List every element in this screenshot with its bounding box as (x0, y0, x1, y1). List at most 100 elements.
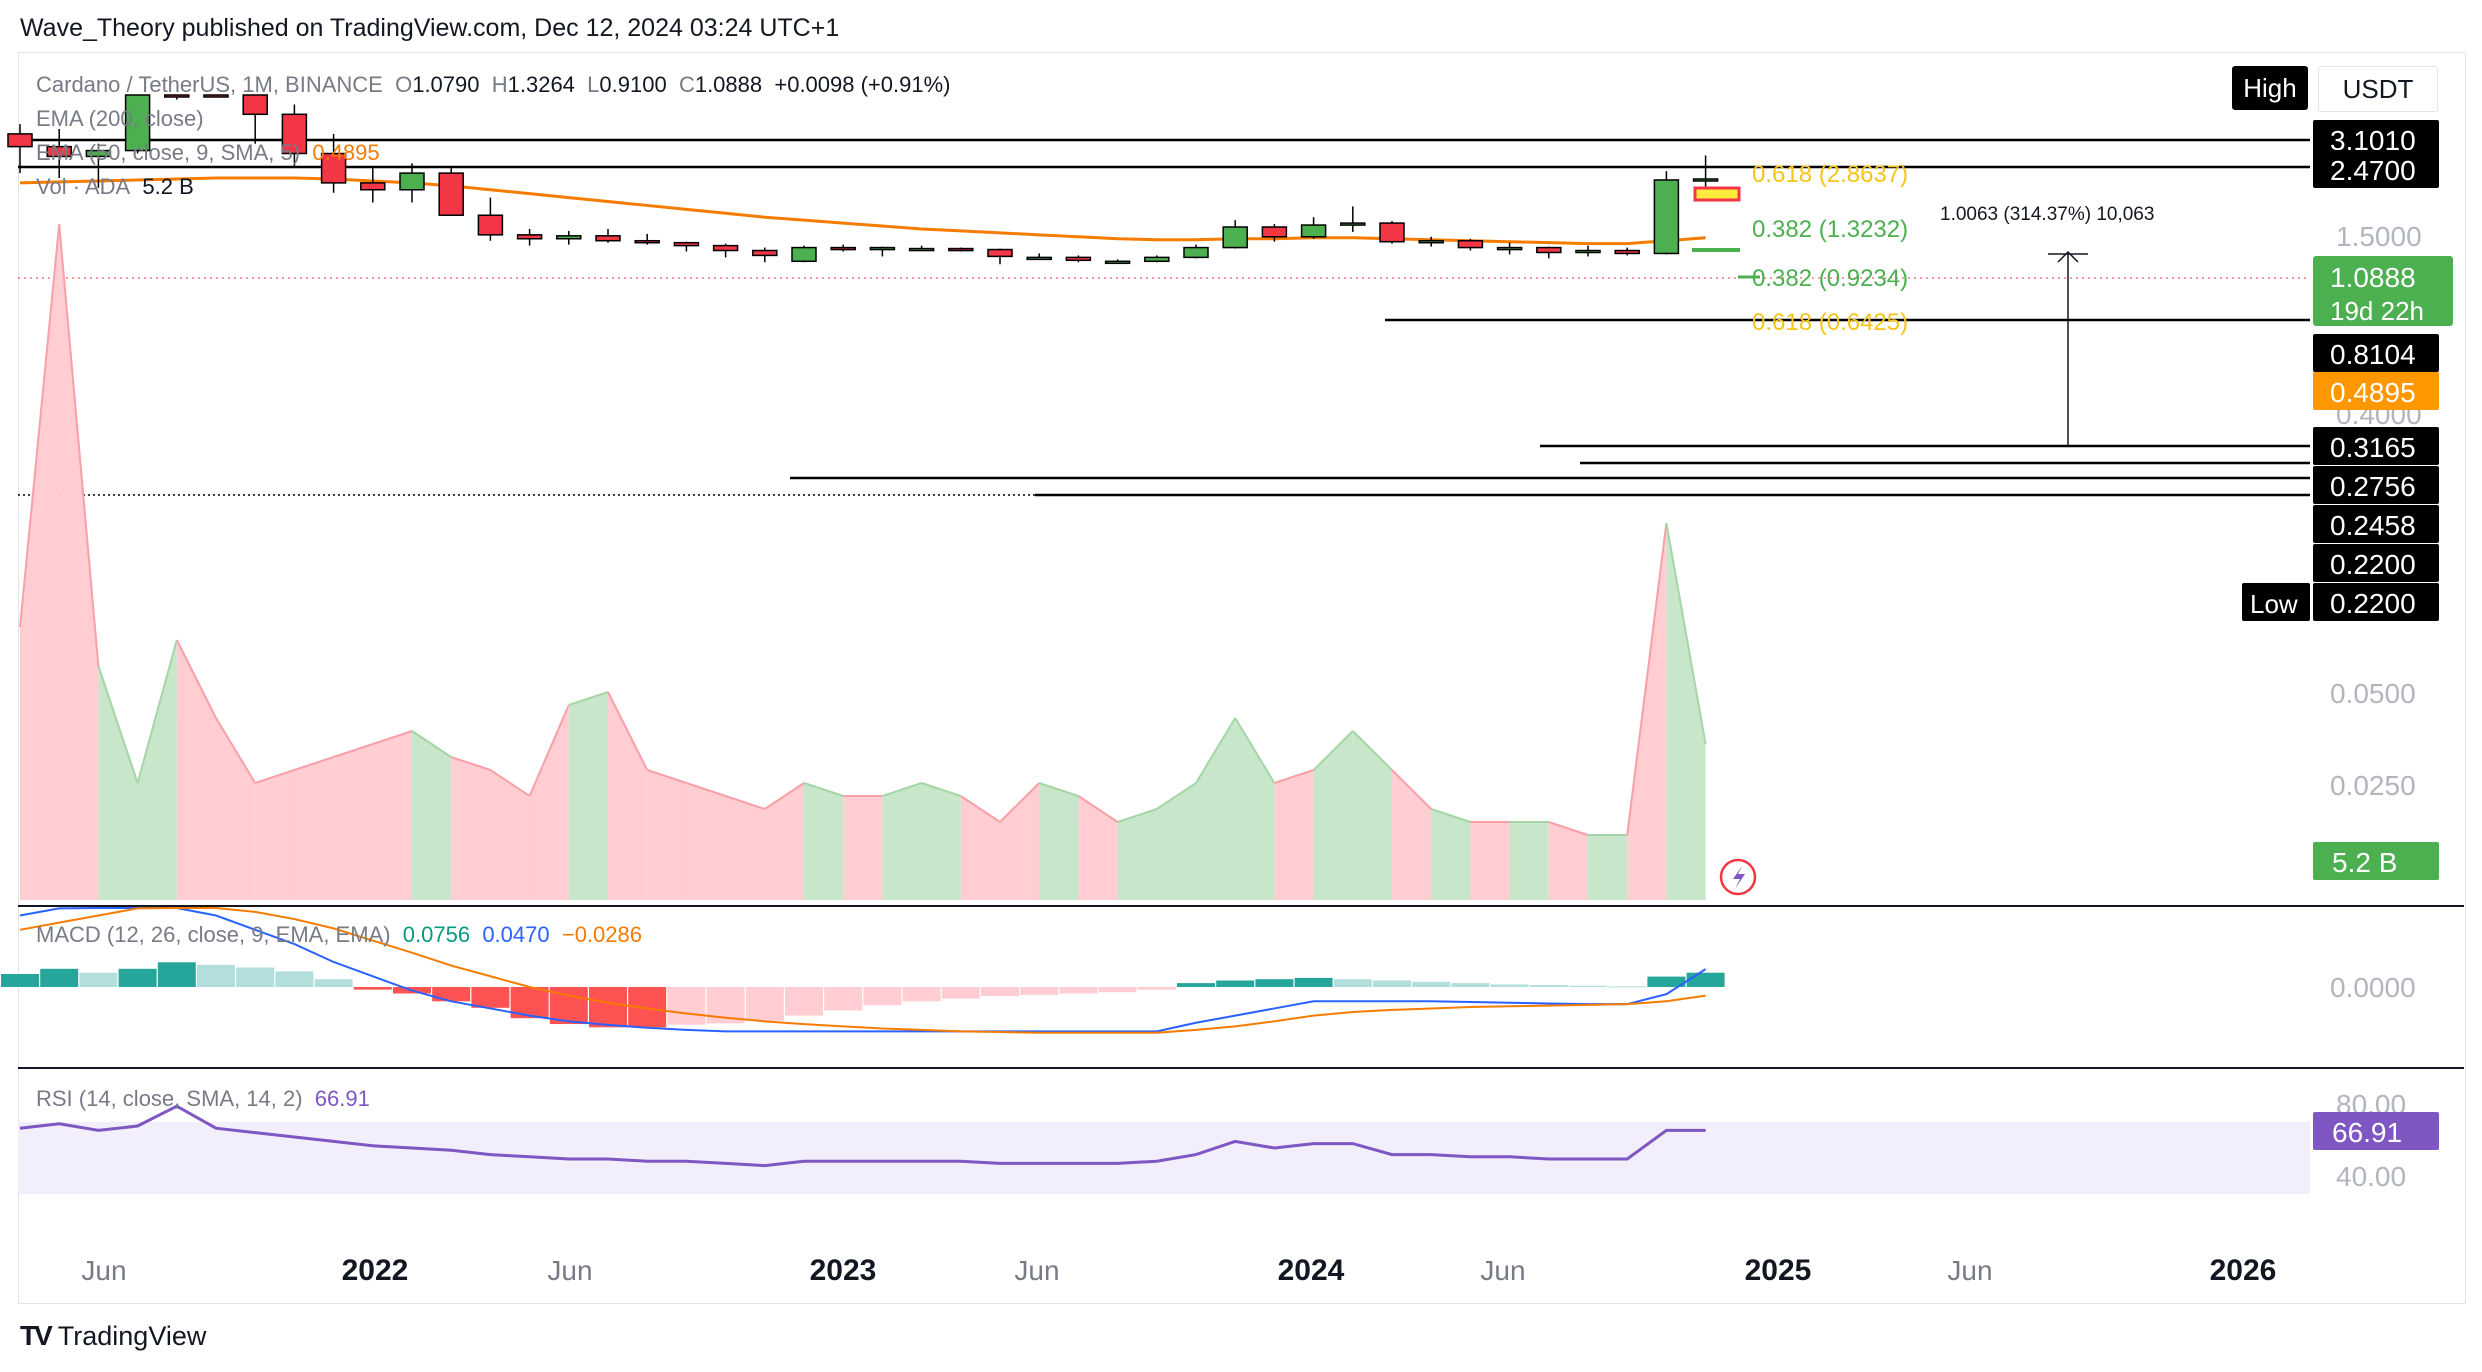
macd-histogram-bar (236, 967, 275, 987)
legend-rsi[interactable]: RSI (14, close, SMA, 14, 2) 66.91 (36, 1086, 370, 1111)
time-tick: 2024 (1278, 1254, 1345, 1287)
time-tick: 2023 (810, 1254, 877, 1287)
macd-histogram-bar (1216, 980, 1255, 987)
macd-histogram-bar (1059, 987, 1098, 994)
volume-area (1117, 809, 1157, 900)
macd-value-2: 0.0470 (482, 922, 550, 947)
volume-edge (921, 782, 962, 797)
volume-area (59, 224, 99, 900)
fib-618-marker (1693, 186, 1741, 202)
rsi-badge (2313, 1112, 2439, 1150)
volume-area (608, 692, 648, 900)
volume-area (20, 224, 60, 900)
price-badge (2313, 427, 2439, 465)
macd-histogram-bar (1294, 977, 1333, 987)
volume-edge (19, 223, 61, 628)
volume-edge (1234, 717, 1276, 784)
candle-body (634, 239, 660, 244)
candle-body (320, 152, 347, 184)
time-tick: 2025 (1745, 1254, 1812, 1287)
measure-arrow-icon (2057, 250, 2079, 263)
ema50-value: 0.4895 (312, 140, 380, 165)
macd-histogram-bar (667, 987, 706, 1025)
macd-histogram-bar (1686, 972, 1725, 987)
volume-edge (1156, 782, 1197, 810)
volume-edge (254, 769, 295, 784)
candle-body (1496, 246, 1523, 251)
volume-area (1548, 822, 1588, 900)
volume-edge (803, 782, 844, 797)
signal-line (19, 907, 1706, 1034)
volume-area (1352, 731, 1392, 900)
macd-histogram-bar (1137, 987, 1176, 990)
candle-body (1692, 178, 1719, 182)
candle-body (908, 247, 935, 252)
volume-edge (450, 756, 491, 771)
volume-area (686, 783, 726, 900)
macd-histogram-bar (1490, 984, 1529, 987)
candle-body (595, 235, 621, 242)
macd-histogram-bar (902, 987, 941, 1002)
price-badge (2313, 150, 2439, 188)
volume-area (333, 744, 373, 900)
candles-group (7, 94, 1719, 265)
volume-area (1156, 783, 1196, 900)
volume-area (843, 796, 883, 900)
fib-382-top-label: 0.382 (1.3232) (1752, 216, 1908, 243)
tradingview-logo[interactable]: TV TradingView (20, 1320, 207, 1351)
candle-body (46, 145, 72, 158)
candle-body (7, 133, 33, 148)
volume-area (1392, 770, 1432, 900)
candle-body (1340, 222, 1366, 226)
volume-area (1078, 796, 1118, 900)
legend-volume[interactable]: Vol · ADA 5.2 B (36, 174, 194, 199)
candle-body (360, 182, 386, 191)
volume-edge (646, 769, 687, 784)
candle-body (399, 172, 425, 191)
time-tick: Jun (1014, 1255, 1059, 1286)
price-badge-text: 0.2200 (2330, 588, 2416, 619)
macd-histogram-bar (941, 987, 980, 999)
volume-edge (1391, 769, 1432, 810)
volume-area (176, 640, 216, 900)
volume-edge (1117, 808, 1158, 823)
candle-body (164, 94, 190, 98)
volume-edge (725, 795, 766, 810)
currency-button[interactable]: USDT (2318, 66, 2438, 112)
candle-body (1575, 249, 1601, 254)
volume-edge (1430, 808, 1471, 823)
volume-edge (1312, 730, 1354, 771)
volume-edge (97, 665, 139, 784)
publisher-line: Wave_Theory published on TradingView.com… (20, 14, 840, 42)
volume-edge (960, 795, 1001, 823)
volume-badge-text: 5.2 B (2332, 847, 2397, 878)
volume-area (725, 796, 765, 900)
legend-macd[interactable]: MACD (12, 26, close, 9, EMA, EMA) 0.0756… (36, 922, 642, 947)
volume-area (1196, 718, 1236, 900)
volume-value: 5.2 B (142, 174, 194, 199)
symbol-label[interactable]: Cardano / TetherUS, 1M, BINANCE (36, 72, 383, 97)
high-button[interactable]: High (2232, 66, 2308, 110)
candle-body (1536, 246, 1562, 254)
legend-ema50[interactable]: EMA (50, close, 9, SMA, 5) 0.4895 (36, 140, 380, 165)
volume-edge (1038, 782, 1079, 797)
candle-body (1261, 226, 1288, 238)
volume-edge (1274, 769, 1314, 784)
fib-618-top-label: 0.618 (2.8637) (1752, 161, 1908, 188)
macd-histogram-bar (432, 987, 471, 1002)
macd-histogram-bar (1569, 985, 1607, 987)
volume-edge (882, 782, 922, 797)
volume-area (529, 705, 569, 900)
macd-histogram-bar (157, 962, 196, 987)
candle-body (1300, 224, 1327, 238)
volume-area (412, 731, 452, 900)
candle-body (203, 94, 229, 98)
volume-area (960, 796, 1000, 900)
volume-area (647, 770, 687, 900)
price-tick-1.5000: 1.5000 (2336, 221, 2422, 252)
price-badge-text: 0.4895 (2330, 377, 2416, 408)
legend-ema200[interactable]: EMA (200, close) (36, 106, 204, 131)
price-badge-text: 0.8104 (2330, 339, 2416, 370)
chart-frame (18, 52, 2466, 1304)
